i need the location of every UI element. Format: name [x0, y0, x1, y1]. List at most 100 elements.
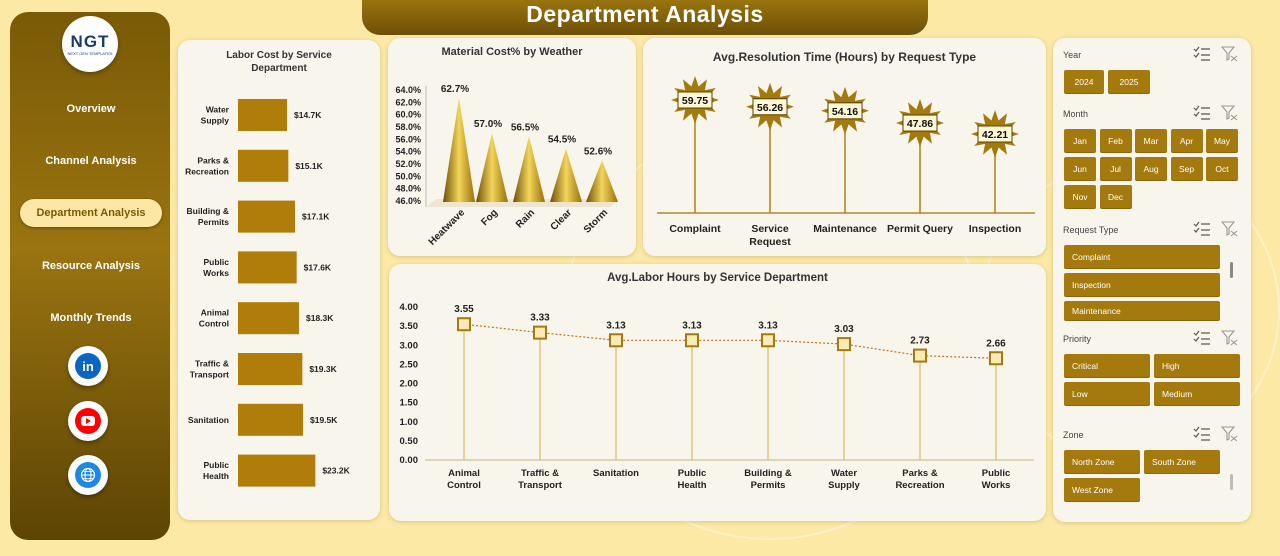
category-label: Permits	[751, 480, 786, 491]
data-label: $14.7K	[294, 110, 322, 120]
cone-bar	[550, 148, 582, 202]
category-label: Service	[751, 223, 789, 235]
multi-select-icon[interactable]	[1193, 105, 1211, 126]
chart-title: Labor Cost by Service Department	[226, 50, 332, 74]
slicer-header-year: Year	[1063, 50, 1082, 60]
category-label: Works	[982, 480, 1011, 491]
nav-item-department-analysis[interactable]: Department Analysis	[20, 199, 162, 227]
slicer-option-month-dec[interactable]: Dec	[1099, 185, 1132, 209]
category-label: Maintenance	[813, 223, 877, 235]
slicer-option-north-zone[interactable]: North Zone	[1064, 450, 1140, 474]
y-tick-label: 52.0%	[395, 159, 421, 169]
y-tick-label: 60.0%	[395, 110, 421, 120]
clear-filter-icon[interactable]	[1220, 221, 1239, 242]
slicer-option-month-apr[interactable]: Apr	[1170, 129, 1203, 153]
slicer-option-year-2024[interactable]: 2024	[1064, 70, 1104, 94]
y-tick-label: 58.0%	[395, 122, 421, 132]
slicer-option-month-jun[interactable]: Jun	[1064, 157, 1096, 181]
category-label: Supply	[201, 116, 230, 126]
zone-scrollbar[interactable]	[1230, 474, 1233, 490]
category-label: Control	[447, 480, 481, 491]
nav-item-overview[interactable]: Overview	[20, 95, 162, 123]
nav-item-resource-analysis[interactable]: Resource Analysis	[20, 252, 162, 280]
globe-icon	[75, 462, 101, 488]
multi-select-icon[interactable]	[1193, 426, 1211, 447]
cone-bar	[443, 98, 475, 202]
line-point-marker	[609, 333, 623, 348]
clear-filter-icon[interactable]	[1220, 46, 1239, 67]
y-tick-label: 46.0%	[395, 196, 421, 206]
category-label: Parks &	[902, 468, 938, 479]
category-label: Rain	[514, 207, 537, 230]
data-label: 42.21	[982, 129, 1008, 141]
youtube-button[interactable]	[68, 401, 108, 441]
line-point-marker	[761, 333, 775, 348]
slicer-option-medium[interactable]: Medium	[1154, 382, 1240, 406]
slicer-option-month-feb[interactable]: Feb	[1099, 129, 1132, 153]
multi-select-icon[interactable]	[1193, 221, 1211, 242]
multi-select-icon[interactable]	[1193, 46, 1211, 67]
clear-filter-icon[interactable]	[1220, 105, 1239, 126]
material-cost-chart-panel: Material Cost% by Weather 64.0% 62.0% 60.0…	[388, 38, 636, 256]
data-label: $17.1K	[302, 212, 330, 222]
slicer-option-month-oct[interactable]: Oct	[1206, 157, 1238, 181]
category-label: Animal	[201, 308, 229, 318]
slicer-option-high[interactable]: High	[1154, 354, 1240, 378]
slicer-option-complaint[interactable]: Complaint	[1064, 245, 1220, 269]
category-label: Request	[749, 236, 791, 248]
data-label: 2.73	[910, 336, 930, 347]
slicer-option-south-zone[interactable]: South Zone	[1144, 450, 1220, 474]
labor-hours-chart-panel: Avg.Labor Hours by Service Department 4.…	[389, 264, 1046, 521]
linkedin-button[interactable]: in	[68, 346, 108, 386]
category-label: Parks &	[197, 155, 229, 165]
slicer-option-year-2025[interactable]: 2025	[1108, 70, 1150, 94]
data-label: $19.5K	[310, 415, 338, 425]
nav-item-label: Channel Analysis	[45, 155, 137, 167]
labor-hours-line-chart: 4.00 3.50 3.00 2.50 2.00 1.50 1.00 0.50 0.00 3.55…	[400, 302, 1034, 491]
slicer-option-month-sep[interactable]: Sep	[1170, 157, 1203, 181]
category-label: Public	[203, 460, 229, 470]
series-line	[463, 323, 997, 359]
website-button[interactable]	[68, 455, 108, 495]
data-label: $18.3K	[306, 313, 334, 323]
line-point-marker	[837, 337, 851, 352]
category-label: Fog	[479, 207, 500, 228]
category-label: Sanitation	[593, 468, 639, 479]
clear-filter-icon[interactable]	[1220, 330, 1239, 351]
material-cost-cone-chart: 64.0% 62.0% 60.0% 58.0% 56.0% 54.0% 52.0% 50.0%…	[395, 84, 620, 248]
data-label: 47.86	[907, 118, 933, 130]
data-label: 3.55	[454, 304, 474, 315]
slicer-icons	[1193, 221, 1239, 242]
multi-select-icon[interactable]	[1193, 330, 1211, 351]
nav-item-channel-analysis[interactable]: Channel Analysis	[20, 147, 162, 175]
clear-filter-icon[interactable]	[1220, 426, 1239, 447]
slicer-option-inspection[interactable]: Inspection	[1064, 273, 1220, 297]
labor-cost-bar	[238, 200, 295, 233]
slicer-option-month-jul[interactable]: Jul	[1099, 157, 1132, 181]
slicer-option-critical[interactable]: Critical	[1064, 354, 1150, 378]
nav-item-monthly-trends[interactable]: Monthly Trends	[20, 304, 162, 332]
data-label: 3.13	[682, 320, 702, 331]
slicer-option-month-nov[interactable]: Nov	[1064, 185, 1096, 209]
slicer-option-west-zone[interactable]: West Zone	[1064, 478, 1140, 502]
slicer-option-month-aug[interactable]: Aug	[1135, 157, 1167, 181]
slicer-icons	[1193, 105, 1239, 126]
slicer-option-month-jan[interactable]: Jan	[1064, 129, 1096, 153]
request-type-scrollbar[interactable]	[1230, 262, 1233, 278]
y-tick-label: 2.50	[400, 359, 419, 370]
slicer-option-low[interactable]: Low	[1064, 382, 1150, 406]
data-label: 57.0%	[474, 119, 502, 130]
category-label: Permits	[198, 217, 229, 227]
slicer-option-maintenance[interactable]: Maintenance	[1064, 301, 1220, 321]
labor-cost-bar	[238, 302, 299, 335]
nav-item-label: Monthly Trends	[50, 312, 132, 324]
chart-title: Avg.Resolution Time (Hours) by Request T…	[712, 50, 977, 64]
category-label: Animal	[448, 468, 480, 479]
category-label: Building &	[744, 468, 792, 479]
data-label: 62.7%	[441, 84, 469, 95]
slicer-option-month-mar[interactable]: Mar	[1135, 129, 1167, 153]
category-label: Works	[203, 268, 229, 278]
slicer-option-month-may[interactable]: May	[1206, 129, 1238, 153]
data-label: 2.66	[986, 338, 1006, 349]
marker-label-box	[827, 102, 863, 120]
